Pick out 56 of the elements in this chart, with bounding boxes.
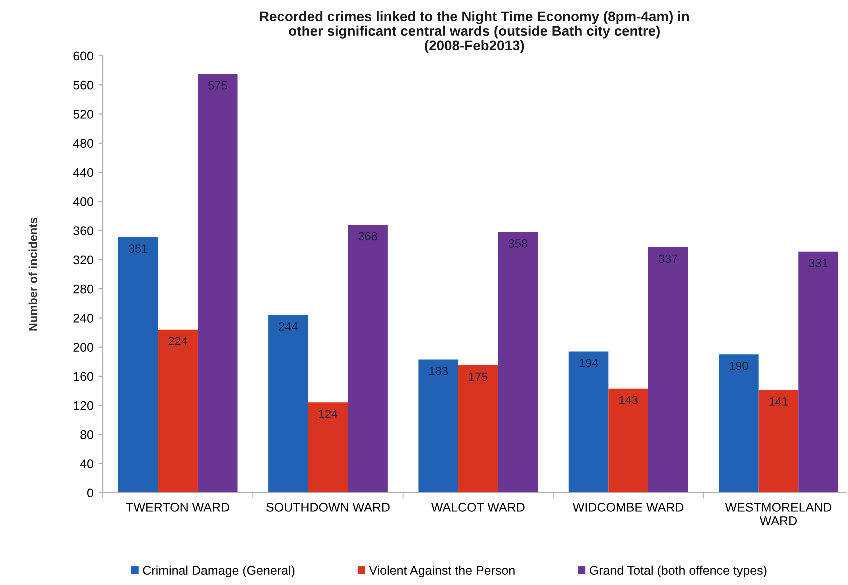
data-label: 331 <box>809 259 828 268</box>
y-tick-label: 400 <box>73 197 94 206</box>
y-tick-label: 360 <box>74 226 94 236</box>
y-tick-label: 440 <box>73 168 94 178</box>
bar <box>118 237 158 493</box>
bar <box>458 366 498 493</box>
bar <box>719 354 759 493</box>
data-label: 224 <box>168 337 188 346</box>
legend-label: Grand Total (both offence types) <box>590 566 767 578</box>
y-tick-label: 520 <box>74 110 94 119</box>
y-tick-label: 200 <box>74 343 94 352</box>
data-label: 141 <box>770 398 788 406</box>
y-tick-label: 240 <box>74 314 94 323</box>
y-tick-label: 120 <box>74 401 94 410</box>
y-tick-label: 40 <box>80 460 94 469</box>
data-label: 175 <box>469 372 488 382</box>
data-label: 575 <box>208 82 228 90</box>
data-label: 351 <box>128 244 148 253</box>
data-label: 368 <box>358 232 378 241</box>
y-tick-label: 600 <box>74 52 94 61</box>
data-label: 194 <box>580 358 598 368</box>
legend-label: Violent Against the Person <box>369 566 515 578</box>
bar <box>418 360 459 493</box>
data-label: 183 <box>430 366 448 376</box>
bar <box>568 352 609 493</box>
bar <box>268 315 308 493</box>
bar <box>158 330 198 493</box>
y-tick-label: 80 <box>80 430 94 440</box>
bar <box>648 248 688 493</box>
bar <box>498 232 538 493</box>
x-tick-label: WIDCOMBE WARD <box>572 503 684 512</box>
bar <box>798 252 838 493</box>
data-label: 358 <box>508 240 528 248</box>
x-tick-label: TWERTON WARD <box>126 503 230 512</box>
data-label: 143 <box>620 396 638 404</box>
bar <box>308 402 348 493</box>
data-label: 124 <box>319 410 338 418</box>
bar <box>198 74 238 493</box>
data-label: 244 <box>279 322 298 331</box>
y-tick-label: 160 <box>74 372 94 382</box>
y-tick-label: 560 <box>74 80 94 90</box>
y-tick-label: 280 <box>74 284 94 294</box>
bar <box>348 224 388 493</box>
y-tick-label: 0 <box>88 488 94 498</box>
data-label: 190 <box>730 362 748 370</box>
y-axis-title: Number of incidents <box>28 218 38 331</box>
y-tick-label: 320 <box>74 256 94 265</box>
bar <box>608 388 648 493</box>
data-label: 337 <box>658 254 678 264</box>
y-tick-label: 480 <box>73 139 94 148</box>
x-tick-label: SOUTHDOWN WARD <box>266 503 390 512</box>
x-tick-label: WALCOT WARD <box>431 503 525 512</box>
x-tick-label: WESTMORELAND WARD <box>725 503 832 526</box>
legend-label: Criminal Damage (General) <box>143 566 295 578</box>
chart-title: Recorded crimes linked to the Night Time Economy (8pm-4am) in other significant central wards (outside Bath city centre) (2008-Feb2013) <box>260 11 689 54</box>
bar <box>758 390 799 493</box>
